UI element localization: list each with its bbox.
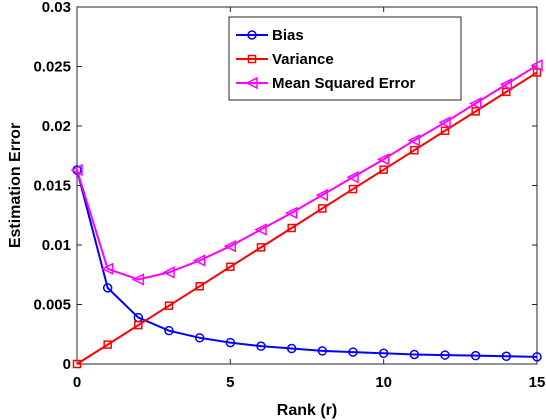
data-point [346,170,359,184]
data-point [379,165,388,174]
x-tick-label: 5 [226,374,234,391]
legend-marker [245,76,258,90]
data-point [378,348,389,359]
data-point [223,239,237,253]
y-tick-label: 0.01 [42,237,71,254]
data-point [532,68,542,77]
legend-label: Bias [272,27,304,44]
data-point [470,350,481,361]
data-point [410,145,419,155]
data-point [502,87,511,97]
data-point [164,325,174,336]
data-point [225,337,236,348]
data-point [532,352,542,362]
data-point [134,320,143,330]
data-point [348,184,358,194]
legend: Bias Variance Mean Squared Error [228,16,462,101]
data-point [226,262,235,272]
y-tick-label: 0.015 [33,178,71,195]
legend-marker [247,54,257,64]
data-point [440,126,450,136]
data-point [407,134,421,147]
x-tick-label: 10 [375,374,392,391]
data-point [499,78,513,91]
data-point [192,254,206,267]
series-line [76,71,538,365]
series-bias [72,165,542,362]
data-point [471,107,480,116]
legend-entry: Bias [236,27,304,44]
data-point [317,346,328,356]
legend-label: Variance [272,51,334,68]
data-point [318,204,327,213]
data-point [256,243,266,252]
data-point [315,188,329,202]
series-line [76,169,538,358]
series-line [76,64,538,281]
legend-entry: Mean Squared Error [236,75,416,92]
data-point [409,349,420,360]
data-point [102,283,113,293]
y-tick-label: 0.005 [33,297,71,314]
y-tick-label: 0.02 [42,118,71,135]
y-axis-label: Estimation Error [7,123,24,248]
data-point [254,223,267,236]
data-point [438,116,451,129]
data-point [256,341,266,351]
data-point [284,206,298,220]
legend-entry: Variance [236,51,334,68]
series-mean-squared-error [70,59,543,286]
data-point [501,351,512,362]
series-variance [72,68,542,369]
data-point [103,340,112,349]
data-point [348,347,358,357]
legend-marker [247,30,257,40]
data-point [162,266,175,279]
x-tick-label: 0 [73,374,81,391]
x-tick-label: 15 [529,374,546,391]
data-point [194,333,205,343]
data-point [72,359,82,369]
series-layer [70,59,543,369]
y-tick-label: 0.03 [42,0,71,16]
data-point [468,97,482,110]
data-point [440,350,450,360]
y-tick-label: 0.025 [33,59,71,76]
legend-label: Mean Squared Error [272,75,416,92]
data-point [287,223,296,233]
data-point [195,282,204,291]
data-point [131,273,145,286]
data-point [70,163,83,177]
x-axis-label: Rank (r) [277,402,337,419]
data-point [164,301,174,310]
data-point [286,343,297,354]
y-tick-label: 0 [63,356,71,373]
data-point [100,262,114,276]
data-point [530,59,543,72]
data-point [376,153,390,166]
